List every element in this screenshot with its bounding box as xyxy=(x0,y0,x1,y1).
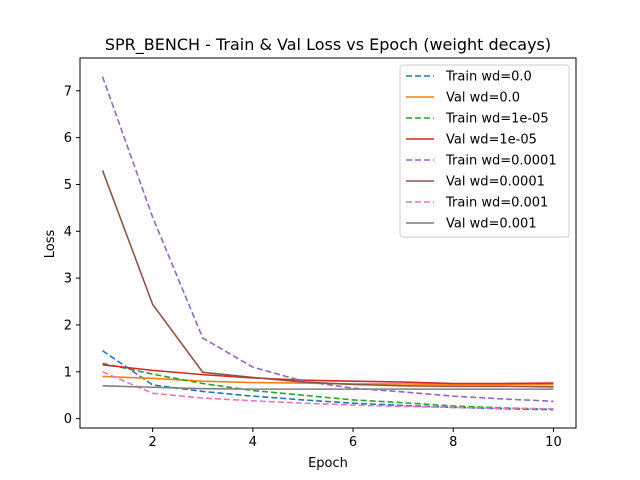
series-line-7 xyxy=(102,371,554,410)
series-line-3 xyxy=(102,362,554,411)
x-tick-label: 8 xyxy=(449,435,457,450)
y-tick-label: 1 xyxy=(64,365,72,380)
ticks: 2 4 6 8 10 0 1 2 3 4 5 6 7 xyxy=(64,84,562,450)
y-tick-label: 7 xyxy=(64,84,72,99)
y-tick-label: 6 xyxy=(64,131,72,146)
x-tick-label: 6 xyxy=(349,435,357,450)
series-line-6 xyxy=(101,170,554,388)
legend-label: Val wd=0.0 xyxy=(446,91,520,106)
y-tick-label: 0 xyxy=(64,412,72,427)
legend: Train wd=0.0 Val wd=0.0 Train wd=1e-05 Val … xyxy=(399,64,570,238)
axes xyxy=(79,57,577,429)
chart-title: SPR_BENCH - Train & Val Loss vs Epoch (w… xyxy=(105,35,551,55)
legend-label: Train wd=1e-05 xyxy=(445,112,549,127)
x-tick-label: 2 xyxy=(149,435,157,450)
series-line-4 xyxy=(102,363,554,385)
legend-label: Val wd=0.0001 xyxy=(446,175,545,190)
series-line-5 xyxy=(101,76,554,403)
y-tick-label: 5 xyxy=(64,178,72,193)
y-tick-label: 2 xyxy=(64,318,72,333)
legend-label: Val wd=0.001 xyxy=(446,217,537,232)
legend-label: Val wd=1e-05 xyxy=(446,133,537,148)
plot-lines xyxy=(101,76,554,411)
legend-box xyxy=(399,64,570,238)
plot-frame xyxy=(79,57,577,429)
x-tick-label: 10 xyxy=(545,435,562,450)
series-line-8 xyxy=(102,385,554,390)
legend-label: Train wd=0.0 xyxy=(445,70,532,85)
x-axis-label: Epoch xyxy=(308,456,348,471)
y-tick-label: 4 xyxy=(64,225,72,240)
y-tick-label: 3 xyxy=(64,272,72,287)
x-tick-label: 4 xyxy=(249,435,257,450)
legend-label: Train wd=0.0001 xyxy=(445,154,557,169)
y-axis-label: Loss xyxy=(43,230,58,259)
legend-label: Train wd=0.001 xyxy=(445,196,548,211)
